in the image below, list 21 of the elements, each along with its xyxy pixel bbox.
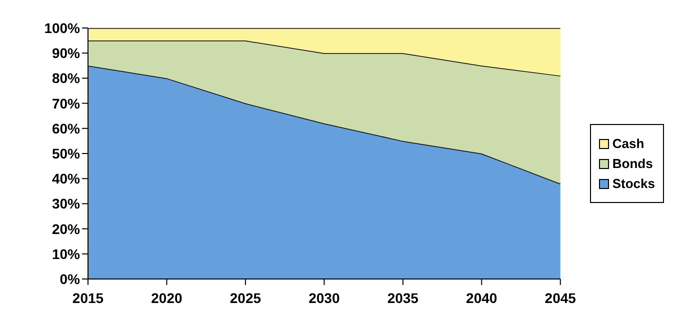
x-tick-label: 2020	[151, 290, 183, 306]
y-tick-label: 80%	[52, 70, 81, 86]
y-tick-label: 50%	[52, 145, 81, 162]
legend-label: Stocks	[612, 176, 655, 191]
y-tick-label: 90%	[52, 45, 81, 62]
x-tick-label: 2030	[308, 290, 340, 306]
x-tick-label: 2035	[387, 290, 419, 306]
y-tick-label: 70%	[52, 95, 81, 112]
x-tick-label: 2040	[466, 290, 498, 306]
y-tick-label: 30%	[52, 196, 81, 212]
y-tick-label: 40%	[52, 170, 81, 187]
x-tick-label: 2045	[544, 290, 576, 306]
x-tick-label: 2015	[72, 290, 104, 306]
y-tick-label: 20%	[52, 220, 81, 237]
legend-label: Bonds	[612, 156, 653, 171]
y-tick-label: 60%	[52, 120, 81, 136]
legend-label: Cash	[612, 136, 644, 151]
y-tick-label: 100%	[44, 20, 81, 36]
y-tick-label: 10%	[52, 246, 81, 262]
x-tick-label: 2025	[230, 290, 262, 306]
y-tick-label: 0%	[60, 270, 81, 287]
